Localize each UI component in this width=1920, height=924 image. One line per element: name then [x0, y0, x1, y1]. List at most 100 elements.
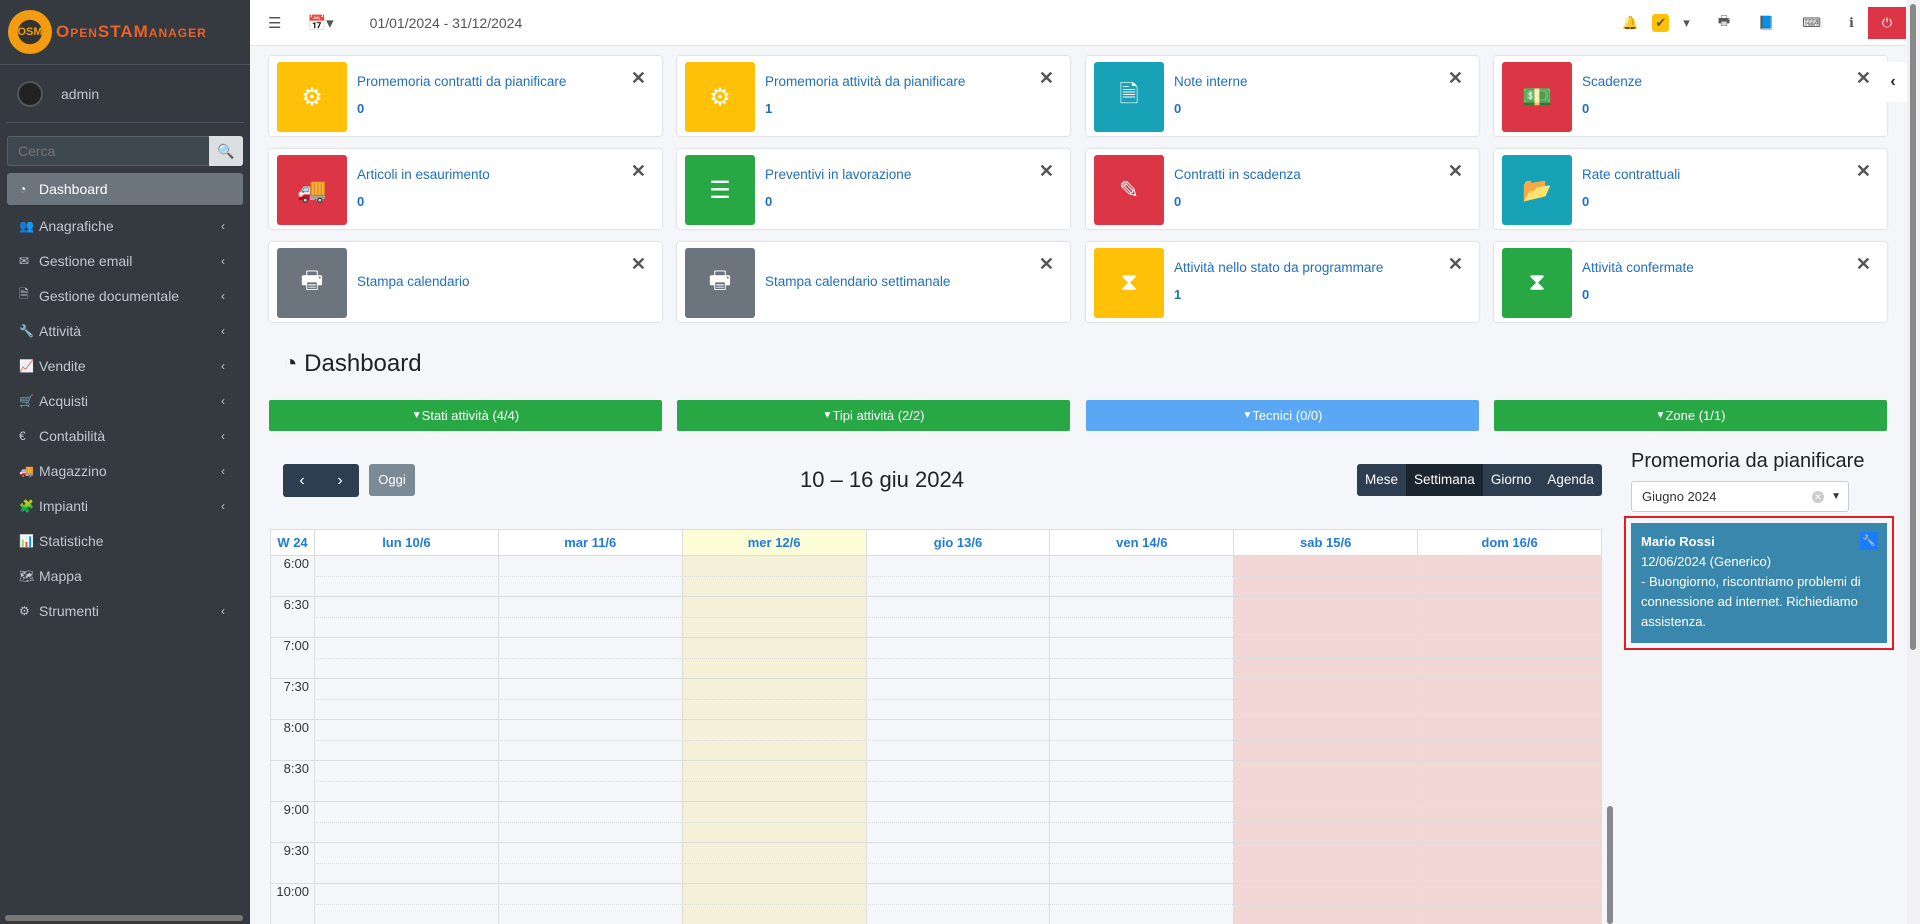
widget-card[interactable]: ⧗ Attività nello stato da programmare 1 ✕: [1086, 242, 1479, 322]
clear-icon[interactable]: ✕: [1812, 491, 1824, 503]
time-slot-cell[interactable]: [865, 597, 1050, 637]
close-icon[interactable]: ✕: [630, 161, 646, 181]
time-slot-cell[interactable]: [497, 761, 682, 801]
wrench-icon[interactable]: 🔧: [1860, 532, 1878, 550]
day-header[interactable]: lun 10/6: [313, 530, 498, 555]
search-button[interactable]: 🔍: [209, 136, 243, 166]
time-slot-cell[interactable]: [681, 638, 866, 678]
time-slot-cell[interactable]: [1417, 679, 1601, 719]
collapse-panel-chevron-left-icon[interactable]: ‹: [1879, 62, 1907, 102]
time-slot-cell[interactable]: [681, 597, 866, 637]
time-slot-cell[interactable]: [313, 638, 498, 678]
time-slot-cell[interactable]: [1417, 843, 1601, 883]
time-slot-cell[interactable]: [1417, 884, 1601, 924]
sidebar-scrollbar[interactable]: [5, 915, 243, 921]
sidebar-item-gestione-documentale[interactable]: 🗎 Gestione documentale ‹: [7, 278, 243, 313]
time-slot-cell[interactable]: [1049, 679, 1233, 719]
widget-card[interactable]: ⚙ Promemoria attività da pianificare 1 ✕: [677, 56, 1070, 136]
print-icon[interactable]: 🖶: [1717, 13, 1731, 28]
close-icon[interactable]: ✕: [1855, 254, 1871, 274]
close-icon[interactable]: ✕: [1447, 161, 1463, 181]
view-giorno[interactable]: Giorno: [1490, 472, 1532, 487]
widget-card[interactable]: ⚙ Promemoria contratti da pianificare 0 ✕: [269, 56, 662, 136]
today-button[interactable]: Oggi: [369, 464, 415, 496]
widget-card[interactable]: 🗎 Note interne 0 ✕: [1086, 56, 1479, 136]
time-slot-cell[interactable]: [681, 556, 866, 596]
widget-card[interactable]: 🚚 Articoli in esaurimento 0 ✕: [269, 149, 662, 229]
info-icon[interactable]: ℹ: [1849, 15, 1854, 30]
time-slot-cell[interactable]: [681, 720, 866, 760]
widget-title[interactable]: Note interne: [1174, 74, 1248, 89]
time-slot-cell[interactable]: [313, 843, 498, 883]
time-slot-cell[interactable]: [313, 802, 498, 842]
time-slot-cell[interactable]: [313, 556, 498, 596]
widget-title[interactable]: Attività nello stato da programmare: [1174, 260, 1384, 275]
day-header[interactable]: mar 11/6: [497, 530, 682, 555]
bell-icon[interactable]: 🔔: [1622, 15, 1639, 30]
time-slot-cell[interactable]: [313, 679, 498, 719]
time-slot-cell[interactable]: [1233, 761, 1418, 801]
time-slot-cell[interactable]: [497, 802, 682, 842]
time-slot-cell[interactable]: [497, 556, 682, 596]
time-slot-cell[interactable]: [1049, 720, 1233, 760]
time-slot-cell[interactable]: [865, 679, 1050, 719]
time-slot-cell[interactable]: [1233, 638, 1418, 678]
reminder-card[interactable]: Mario Rossi 12/06/2024 (Generico) - Buon…: [1624, 516, 1894, 650]
time-slot-cell[interactable]: [1233, 802, 1418, 842]
month-select[interactable]: Giugno 2024 ✕ ▼: [1631, 481, 1849, 512]
time-slot-cell[interactable]: [1049, 556, 1233, 596]
sidebar-item-attivit-[interactable]: 🔧 Attività ‹: [7, 313, 243, 348]
time-slot-cell[interactable]: [497, 638, 682, 678]
widget-title[interactable]: Attività confermate: [1582, 260, 1694, 275]
sidebar-item-dashboard[interactable]: ◔ Dashboard: [7, 173, 243, 205]
time-slot-cell[interactable]: [1417, 597, 1601, 637]
logout-power-icon[interactable]: ⏻: [1868, 7, 1906, 39]
widget-card[interactable]: 📂 Rate contrattuali 0 ✕: [1494, 149, 1887, 229]
widget-title[interactable]: Contratti in scadenza: [1174, 167, 1301, 182]
close-icon[interactable]: ✕: [1038, 254, 1054, 274]
time-slot-cell[interactable]: [1049, 597, 1233, 637]
sidebar-item-gestione-email[interactable]: ✉ Gestione email ‹: [7, 243, 243, 278]
sidebar-item-anagrafiche[interactable]: 👥 Anagrafiche ‹: [7, 208, 243, 243]
time-slot-cell[interactable]: [1233, 884, 1418, 924]
widget-card[interactable]: 💵 Scadenze 0 ✕: [1494, 56, 1887, 136]
day-header[interactable]: gio 13/6: [865, 530, 1050, 555]
search-input[interactable]: [7, 136, 209, 166]
close-icon[interactable]: ✕: [1855, 161, 1871, 181]
time-slot-cell[interactable]: [1049, 638, 1233, 678]
widget-title[interactable]: Stampa calendario: [357, 274, 470, 289]
user-name[interactable]: admin: [61, 85, 100, 102]
sidebar-item-vendite[interactable]: 📈 Vendite ‹: [7, 348, 243, 383]
close-icon[interactable]: ✕: [1038, 161, 1054, 181]
time-slot-cell[interactable]: [1417, 556, 1601, 596]
time-slot-cell[interactable]: [1233, 679, 1418, 719]
sidebar-item-impianti[interactable]: 🧩 Impianti ‹: [7, 488, 243, 523]
time-slot-cell[interactable]: [313, 761, 498, 801]
period-range[interactable]: 01/01/2024 - 31/12/2024: [369, 14, 523, 31]
time-slot-cell[interactable]: [865, 638, 1050, 678]
time-slot-cell[interactable]: [681, 679, 866, 719]
widget-card[interactable]: 🖶 Stampa calendario settimanale ✕: [677, 242, 1070, 322]
time-slot-cell[interactable]: [1417, 638, 1601, 678]
time-slot-cell[interactable]: [497, 597, 682, 637]
dropdown-caret-icon[interactable]: ▼: [1831, 491, 1841, 502]
sidebar-item-contabilit-[interactable]: € Contabilità ‹: [7, 418, 243, 453]
sidebar-item-magazzino[interactable]: 🚚 Magazzino ‹: [7, 453, 243, 488]
time-slot-cell[interactable]: [1049, 761, 1233, 801]
widget-title[interactable]: Preventivi in lavorazione: [765, 167, 912, 182]
menu-toggle-icon[interactable]: ☰: [268, 14, 282, 32]
page-scrollbar[interactable]: [1907, 0, 1920, 924]
widget-title[interactable]: Articoli in esaurimento: [357, 167, 490, 182]
time-slot-cell[interactable]: [497, 720, 682, 760]
day-header[interactable]: dom 16/6: [1417, 530, 1601, 555]
widget-title[interactable]: Rate contrattuali: [1582, 167, 1681, 182]
time-slot-cell[interactable]: [865, 556, 1050, 596]
time-slot-cell[interactable]: [1417, 802, 1601, 842]
calendar-scrollbar[interactable]: [1607, 806, 1613, 924]
view-settimana[interactable]: Settimana: [1406, 464, 1483, 496]
view-mese[interactable]: Mese: [1365, 472, 1399, 487]
widget-card[interactable]: 🖶 Stampa calendario ✕: [269, 242, 662, 322]
sidebar-item-statistiche[interactable]: 📊 Statistiche: [7, 523, 243, 558]
day-header[interactable]: sab 15/6: [1233, 530, 1417, 555]
time-slot-cell[interactable]: [1049, 802, 1233, 842]
